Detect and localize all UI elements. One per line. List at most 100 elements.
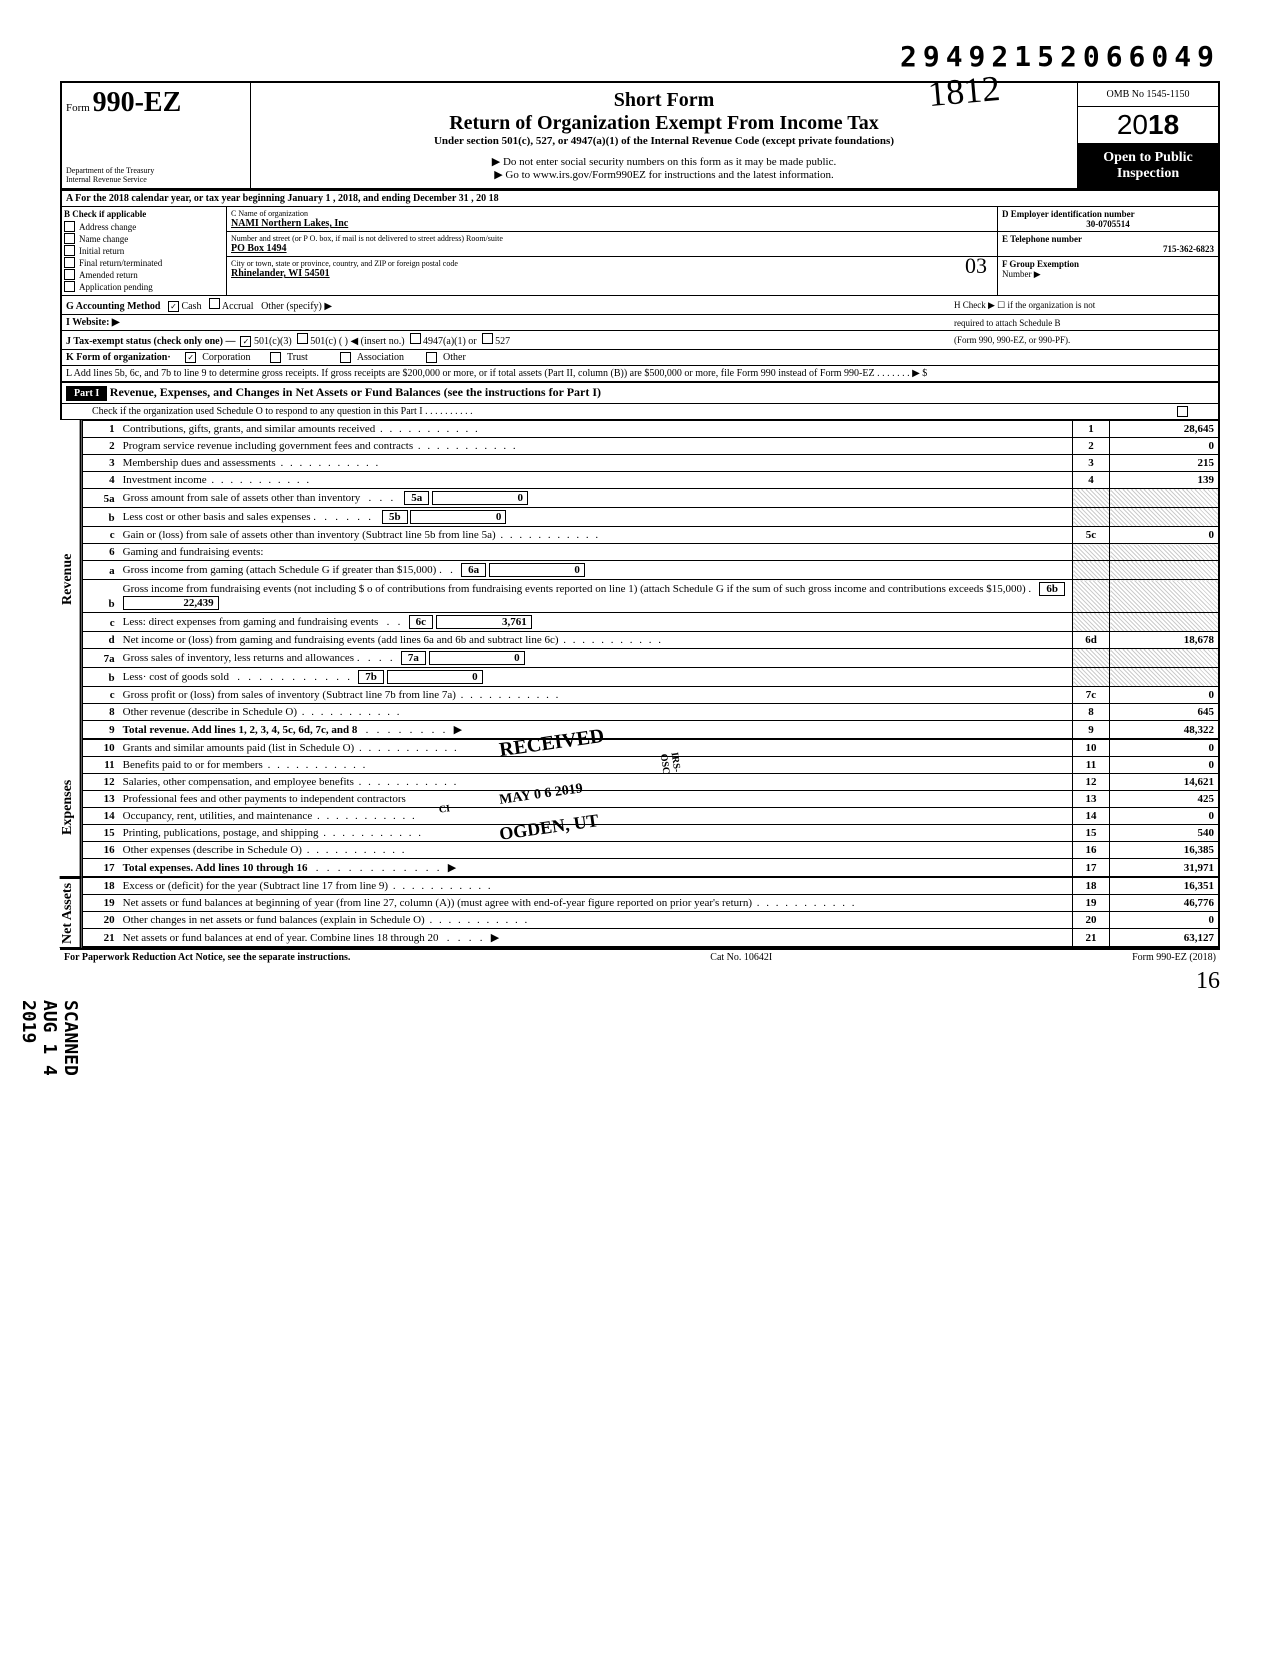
- shade: [1073, 668, 1110, 687]
- cb-label: Address change: [79, 222, 136, 232]
- mid-box: 6a: [461, 563, 486, 577]
- h-line3: (Form 990, 990-EZ, or 990-PF).: [954, 335, 1214, 345]
- cb-501c3[interactable]: [240, 336, 251, 347]
- shade: [1073, 649, 1110, 668]
- e-label: E Telephone number: [1002, 234, 1214, 244]
- line-amt: 48,322: [1110, 721, 1220, 739]
- line-num: 2: [82, 438, 119, 455]
- line-amt: 46,776: [1110, 895, 1220, 912]
- line-desc: Gross amount from sale of assets other t…: [123, 492, 361, 504]
- line-num: 4: [82, 472, 119, 489]
- cb-address-change[interactable]: [64, 221, 75, 232]
- line-desc: Gross profit or (loss) from sales of inv…: [123, 689, 561, 701]
- dept-treasury: Department of the Treasury: [66, 166, 246, 175]
- assoc-label: Association: [357, 352, 404, 363]
- cb-amended[interactable]: [64, 269, 75, 280]
- line-box: 4: [1073, 472, 1110, 489]
- mid-amt: 0: [432, 491, 528, 505]
- cb-assoc[interactable]: [340, 352, 351, 363]
- line-num: 16: [82, 842, 119, 859]
- line-num: 18: [82, 878, 119, 895]
- part1-check-text: Check if the organization used Schedule …: [92, 406, 473, 417]
- line-desc: Total expenses. Add lines 10 through 16: [123, 862, 308, 874]
- dln: 29492152066049: [60, 40, 1220, 73]
- line-box: 3: [1073, 455, 1110, 472]
- line-amt: 0: [1110, 687, 1220, 704]
- line-num: 9: [82, 721, 119, 739]
- line-num: 12: [82, 774, 119, 791]
- line-desc: Net income or (loss) from gaming and fun…: [123, 634, 663, 646]
- line-amt: 0: [1110, 912, 1220, 929]
- line-num: a: [82, 561, 119, 580]
- line-num: 13: [82, 791, 119, 808]
- line-amt: 18,678: [1110, 632, 1220, 649]
- line-box: 21: [1073, 929, 1110, 948]
- line-amt: 16,385: [1110, 842, 1220, 859]
- trust-label: Trust: [287, 352, 308, 363]
- line-amt: 0: [1110, 527, 1220, 544]
- form-year: 2018: [1078, 107, 1218, 144]
- line-amt: 645: [1110, 704, 1220, 721]
- line-amt: 215: [1110, 455, 1220, 472]
- line-desc: Gaming and fundraising events:: [119, 544, 1073, 561]
- line-desc: Net assets or fund balances at beginning…: [123, 897, 857, 909]
- line-desc: Grants and similar amounts paid (list in…: [123, 742, 459, 754]
- line-desc: Gross income from fundraising events (no…: [123, 583, 1026, 595]
- line-num: 21: [82, 929, 119, 948]
- cb-527[interactable]: [482, 333, 493, 344]
- line-desc: Program service revenue including govern…: [123, 440, 518, 452]
- form-title: Return of Organization Exempt From Incom…: [261, 112, 1067, 135]
- line-amt: 139: [1110, 472, 1220, 489]
- cb-cash[interactable]: [168, 301, 179, 312]
- line-amt: 16,351: [1110, 878, 1220, 895]
- line-desc: Investment income: [123, 474, 312, 486]
- cash-label: Cash: [181, 301, 201, 312]
- line-amt: 540: [1110, 825, 1220, 842]
- line-desc: Excess or (deficit) for the year (Subtra…: [123, 880, 493, 892]
- cb-4947[interactable]: [410, 333, 421, 344]
- line-box: 15: [1073, 825, 1110, 842]
- handwritten-03: 03: [965, 253, 987, 279]
- year-prefix: 20: [1117, 109, 1148, 140]
- line-box: 17: [1073, 859, 1110, 877]
- cb-app-pending[interactable]: [64, 281, 75, 292]
- omb-number: OMB No 1545-1150: [1078, 83, 1218, 107]
- line-num: c: [82, 687, 119, 704]
- cb-final-return[interactable]: [64, 257, 75, 268]
- line-amt: 0: [1110, 808, 1220, 825]
- line-desc: Salaries, other compensation, and employ…: [123, 776, 459, 788]
- line-box: 13: [1073, 791, 1110, 808]
- cb-501c[interactable]: [297, 333, 308, 344]
- org-address: PO Box 1494: [231, 243, 993, 254]
- footer-right: Form 990-EZ (2018): [1132, 952, 1216, 963]
- cb-name-change[interactable]: [64, 233, 75, 244]
- line-amt: 63,127: [1110, 929, 1220, 948]
- mid-amt: 0: [387, 670, 483, 684]
- mid-box: 6b: [1039, 582, 1065, 596]
- line-desc: Less: direct expenses from gaming and fu…: [123, 616, 379, 628]
- cb-accrual[interactable]: [209, 298, 220, 309]
- row-a-tax-year: A For the 2018 calendar year, or tax yea…: [60, 191, 1220, 207]
- cb-initial-return[interactable]: [64, 245, 75, 256]
- shade: [1073, 544, 1110, 561]
- line-desc: Contributions, gifts, grants, and simila…: [123, 423, 480, 435]
- line-box: 16: [1073, 842, 1110, 859]
- cb-schedule-o[interactable]: [1177, 406, 1188, 417]
- cb-trust[interactable]: [270, 352, 281, 363]
- ci-stamp: CI: [438, 803, 451, 815]
- cb-other-org[interactable]: [426, 352, 437, 363]
- corner-number: 16: [1196, 968, 1220, 995]
- line-desc: Professional fees and other payments to …: [123, 793, 406, 805]
- cb-corp[interactable]: [185, 352, 196, 363]
- line-amt: 28,645: [1110, 421, 1220, 438]
- meta-rows: G Accounting Method Cash Accrual Other (…: [60, 296, 1220, 383]
- line-desc: Less· cost of goods sold: [123, 671, 229, 683]
- netassets-label: Net Assets: [60, 877, 82, 948]
- shade: [1110, 544, 1220, 561]
- form-number: 990-EZ: [93, 87, 182, 118]
- l-gross-receipts: L Add lines 5b, 6c, and 7b to line 9 to …: [66, 368, 927, 379]
- j-label: J Tax-exempt status (check only one) —: [66, 336, 235, 347]
- form-prefix: Form: [66, 102, 90, 114]
- irs-osc-stamp: IRS-OSC: [657, 752, 682, 775]
- cb-label: Name change: [79, 234, 128, 244]
